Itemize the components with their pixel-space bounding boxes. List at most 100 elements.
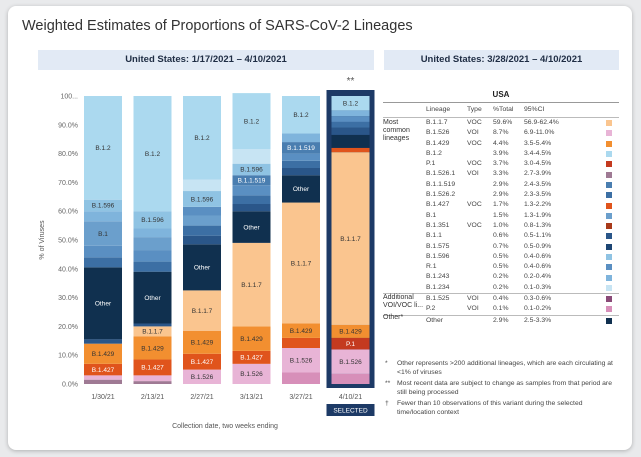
cell-pct: 0.1% bbox=[493, 305, 509, 313]
table-row: B.1.2 3.9% 3.4-4.5% bbox=[383, 149, 619, 159]
bar-segment bbox=[84, 221, 122, 246]
cell-lineage: B.1.1 bbox=[426, 232, 442, 240]
bar-segment bbox=[84, 363, 122, 376]
y-tick-label: 80.0% bbox=[58, 151, 78, 158]
cell-type bbox=[467, 283, 493, 293]
bar-segment bbox=[133, 381, 172, 384]
bar-segment bbox=[133, 326, 172, 337]
cell-ci: 3.5-5.4% bbox=[524, 139, 552, 147]
cell-type: VOC bbox=[467, 201, 482, 209]
bar-segment bbox=[133, 211, 172, 229]
cell-lineage: B.1 bbox=[426, 211, 437, 219]
cell-type bbox=[467, 149, 493, 159]
cell-type: VOC bbox=[467, 139, 482, 147]
bar-segment bbox=[282, 337, 320, 348]
footnotes: * Other represents >200 additional lineag… bbox=[385, 360, 619, 420]
bar-segment bbox=[282, 175, 320, 203]
cell-lineage: B.1.526.1 bbox=[426, 170, 456, 178]
bar-segment-label: Other bbox=[194, 265, 211, 272]
cell-pct: 3.3% bbox=[493, 170, 509, 178]
cell-ci: 3.0-4.5% bbox=[524, 160, 552, 168]
table-row: B.1.575 0.7% 0.5-0.9% bbox=[383, 242, 619, 252]
cell-lineage: B.1.596 bbox=[426, 252, 450, 260]
bar-segment bbox=[232, 163, 271, 176]
bar-segment bbox=[183, 235, 221, 245]
bar-segment-label: B.1.1.7 bbox=[241, 282, 262, 289]
cell-pct: 0.4% bbox=[493, 295, 509, 303]
cell-lineage: B.1.243 bbox=[426, 273, 450, 281]
group-additional: Additional VOI/VOC li... bbox=[383, 294, 424, 309]
bar-segment bbox=[84, 379, 122, 384]
bar-segment bbox=[84, 199, 122, 212]
color-swatch bbox=[606, 233, 612, 240]
color-swatch bbox=[606, 274, 612, 281]
bar-segment-label: B.1.427 bbox=[92, 367, 115, 374]
bar-segment-label: Other bbox=[144, 295, 161, 302]
y-tick-label: 30.0% bbox=[58, 295, 78, 302]
x-tick-label: 4/10/21 bbox=[339, 394, 362, 401]
color-swatch bbox=[606, 181, 612, 188]
cell-lineage: B.1.575 bbox=[426, 242, 450, 250]
bar-segment bbox=[331, 324, 370, 338]
bar-segment bbox=[232, 93, 271, 150]
table-row: B.1.427 VOC 1.7% 1.3-2.2% bbox=[383, 200, 619, 210]
bar-segment bbox=[183, 215, 221, 226]
bar-segment-label: B.1.2 bbox=[343, 101, 359, 108]
bar-segment bbox=[282, 348, 320, 373]
bar-segment-label: B.1.429 bbox=[92, 351, 115, 358]
cell-type: VOC bbox=[467, 221, 482, 229]
cell-ci: 1.3-2.2% bbox=[524, 201, 552, 209]
cell-type bbox=[467, 231, 493, 241]
bar-segment-label: B.1.429 bbox=[240, 336, 263, 343]
table-row: B.1.526 VOI 8.7% 6.9-11.0% bbox=[383, 128, 619, 138]
bar-segment-label: B.1.526 bbox=[339, 359, 362, 366]
bar-segment bbox=[183, 369, 221, 384]
bar-segment-label: B.1.1.7 bbox=[192, 308, 213, 315]
bar-segment bbox=[183, 290, 221, 331]
cell-ci: 0.8-1.3% bbox=[524, 221, 552, 229]
cell-lineage: Other bbox=[426, 316, 443, 324]
cell-lineage: B.1.525 bbox=[426, 295, 450, 303]
bar-segment bbox=[232, 195, 271, 204]
bar-segment bbox=[232, 175, 271, 186]
cell-ci: 2.4-3.5% bbox=[524, 180, 552, 188]
bar-segment bbox=[84, 375, 122, 380]
bar-segment bbox=[331, 110, 370, 117]
bar-segment bbox=[232, 185, 271, 196]
cell-pct: 0.5% bbox=[493, 252, 509, 260]
x-tick-label: 2/27/21 bbox=[190, 394, 213, 401]
right-panel-header: United States: 3/28/2021 – 4/10/2021 bbox=[384, 50, 619, 70]
bar-segment bbox=[282, 168, 320, 176]
cell-ci: 0.4-0.6% bbox=[524, 252, 552, 260]
table-row: P.2 VOI 0.1% 0.1-0.2% bbox=[383, 304, 619, 314]
bar-segment-label: B.1.427 bbox=[141, 365, 164, 372]
table-row: B.1.525 VOI 0.4% 0.3-0.6% bbox=[383, 293, 619, 304]
table-row: R.1 0.5% 0.4-0.6% bbox=[383, 262, 619, 272]
bar-segment bbox=[232, 363, 271, 384]
bar-segment-label: Other bbox=[293, 186, 310, 193]
cell-ci: 56.9-62.4% bbox=[524, 119, 559, 126]
color-swatch bbox=[606, 151, 612, 158]
bar-segment bbox=[183, 96, 221, 180]
cell-pct: 2.9% bbox=[493, 191, 509, 199]
bar-segment-label: B.1.1.519 bbox=[287, 145, 315, 152]
cell-lineage: B.1.526.2 bbox=[426, 191, 456, 199]
bar-segment bbox=[282, 202, 320, 324]
group-other: Other* bbox=[383, 314, 404, 321]
bar-segment bbox=[84, 267, 122, 340]
bar-segment-label: B.1.2 bbox=[293, 112, 309, 119]
cell-pct: 2.9% bbox=[493, 180, 509, 188]
bar-segment-label: B.1.2 bbox=[95, 145, 111, 152]
footnote: † Fewer than 10 observations of this vari… bbox=[385, 400, 583, 416]
bar-segment-label: P.1 bbox=[346, 341, 355, 348]
bar-segment bbox=[232, 211, 271, 243]
bar-segment bbox=[84, 343, 122, 364]
bar-segment bbox=[183, 244, 221, 291]
bar-segment bbox=[133, 323, 172, 327]
table-row: B.1.234 0.2% 0.1-0.3% bbox=[383, 283, 619, 293]
cell-type: VOC bbox=[467, 119, 482, 126]
cell-lineage: P.2 bbox=[426, 305, 436, 313]
cell-pct: 0.2% bbox=[493, 283, 509, 291]
bar-segment-label: B.1.429 bbox=[290, 328, 313, 335]
bar-segment-label: B.1.2 bbox=[145, 151, 161, 158]
